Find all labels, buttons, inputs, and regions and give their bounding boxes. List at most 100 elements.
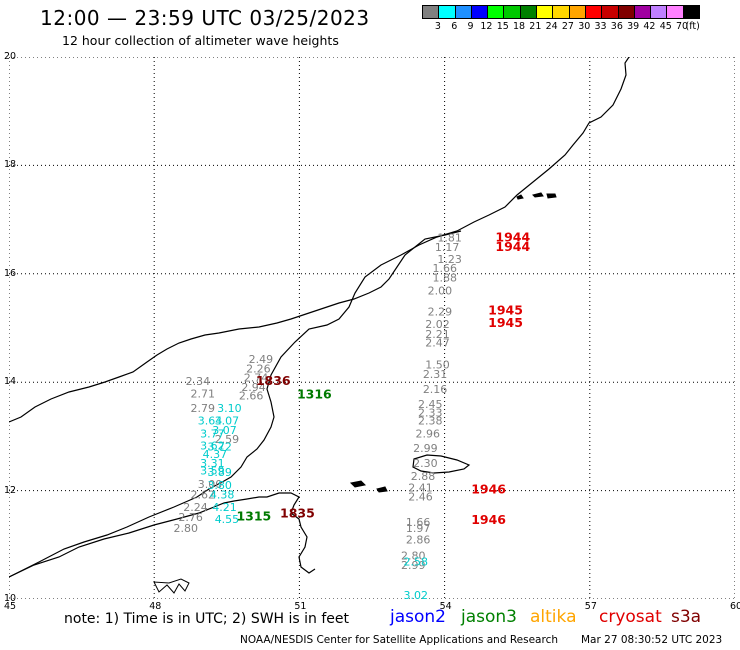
legend-swatch <box>601 5 619 19</box>
legend-label: 30 <box>578 21 591 32</box>
legend-label: 21 <box>529 21 542 32</box>
wave-height-label: 2.71 <box>191 387 216 400</box>
pass-time-label: 1836 <box>256 373 291 388</box>
wave-height-label: 1.23 <box>437 253 462 266</box>
legend-label: 24 <box>545 21 558 32</box>
y-tick-label: 16 <box>4 267 17 279</box>
legend-label: 6 <box>451 21 458 32</box>
wave-height-label: 3.31 <box>200 457 225 470</box>
wave-height-label: 2.21 <box>425 328 450 341</box>
pass-time-label: 1316 <box>297 386 332 401</box>
wave-height-label: 4.55 <box>215 513 240 526</box>
wave-height-label: 1.66 <box>433 262 458 275</box>
x-tick-label: 57 <box>584 601 597 612</box>
socotra-island <box>412 454 471 474</box>
wave-height-label: 2.41 <box>408 482 433 495</box>
x-tick-label: 60 <box>730 601 740 612</box>
pass-time-label: 1946 <box>471 512 506 527</box>
legend-label: 39 <box>627 21 640 32</box>
pass-time-label: 1315 <box>236 508 271 523</box>
wave-height-label: 2.62 <box>191 489 216 502</box>
wave-height-label: 2.96 <box>416 427 441 440</box>
y-tick-label: 18 <box>4 159 17 171</box>
footer-note: note: 1) Time is in UTC; 2) SWH is in fe… <box>64 611 350 627</box>
generation-timestamp: Mar 27 08:30:52 UTC 2023 <box>581 634 723 646</box>
wave-height-label: 1.66 <box>406 516 431 529</box>
wave-height-label: 3.02 <box>403 589 428 599</box>
wave-height-label: 2.99 <box>401 559 426 572</box>
legend-label: 36 <box>610 21 623 32</box>
satellite-jason2-label: jason2 <box>390 607 446 627</box>
pass-time-label: 1944 <box>495 229 530 244</box>
wave-height-label: 3.59 <box>200 464 225 477</box>
wave-height-label: 2.34 <box>186 375 211 388</box>
wave-height-label: 2.31 <box>423 368 448 381</box>
legend-swatch <box>682 5 701 19</box>
wave-height-label: 2.74 <box>244 372 268 385</box>
legend-label: 27 <box>561 21 574 32</box>
wave-height-label: 1.81 <box>437 231 462 244</box>
wave-height-label: 2.49 <box>249 353 274 366</box>
wave-height-label: 1.88 <box>433 271 458 284</box>
wave-height-label: 3.72 <box>207 440 232 453</box>
wave-height-label: 2.00 <box>428 284 453 297</box>
y-tick-label: 20 <box>4 51 17 62</box>
x-tick-label: 54 <box>439 601 452 612</box>
wave-height-label: 2.46 <box>408 490 433 503</box>
legend-label: 15 <box>496 21 509 32</box>
satellite-cryosat-label: cryosat <box>599 607 662 627</box>
legend-swatch <box>519 5 538 19</box>
wave-height-label: 1.50 <box>425 359 450 372</box>
map-plot: 1.811.171.231.661.882.002.292.022.212.47… <box>9 57 735 599</box>
legend-swatch <box>503 5 521 19</box>
wave-height-label: 1.17 <box>435 241 460 254</box>
wave-height-label: 2.58 <box>403 555 428 568</box>
wave-height-label: 4.37 <box>203 448 228 461</box>
legend-label: 45 <box>659 21 672 32</box>
credit-line: NOAA/NESDIS Center for Satellite Applica… <box>240 634 558 646</box>
legend-label: 12 <box>480 21 493 32</box>
legend-swatch <box>470 5 489 19</box>
wave-height-label: 2.33 <box>418 406 443 419</box>
map-title: 12:00 — 23:59 UTC 03/25/2023 <box>40 6 370 30</box>
legend-swatch <box>438 5 456 19</box>
wave-height-label: 1.97 <box>406 522 431 535</box>
x-tick-label: 51 <box>294 601 307 612</box>
coastline-horn <box>9 492 316 578</box>
wave-height-label: 2.66 <box>239 390 264 403</box>
coastline-north <box>9 57 630 578</box>
wave-height-label: 2.80 <box>174 522 199 535</box>
x-tick-label: 48 <box>149 601 162 612</box>
pass-time-label: 1946 <box>471 481 506 496</box>
wave-height-label: 3.89 <box>207 466 232 479</box>
wave-height-label: 3.10 <box>217 402 242 415</box>
wave-height-label: 4.38 <box>210 489 235 502</box>
wave-height-label: 3.62 <box>200 439 225 452</box>
wave-height-label: 2.86 <box>406 534 431 547</box>
wave-height-label: 3.64 <box>198 414 223 427</box>
wave-height-label: 2.16 <box>423 383 448 396</box>
wave-height-labels: 1.811.171.231.661.882.002.292.022.212.47… <box>174 231 462 599</box>
wave-height-label: 2.38 <box>418 414 443 427</box>
legend-swatch <box>422 5 440 19</box>
pass-time-label: 1835 <box>280 506 315 521</box>
wave-height-label: 2.59 <box>215 433 240 446</box>
pass-time-label: 1945 <box>488 315 523 330</box>
satellite-jason3-label: jason3 <box>461 607 517 627</box>
satellite-s3a-label: s3a <box>671 607 702 627</box>
coast-fragment-sw <box>153 578 190 594</box>
wave-height-label: 3.07 <box>215 414 240 427</box>
wave-height-label: 2.99 <box>413 442 438 455</box>
pass-time-label: 1944 <box>495 239 530 254</box>
legend-swatch <box>666 5 684 19</box>
color-legend <box>422 5 701 19</box>
wave-height-label: 2.45 <box>418 398 443 411</box>
y-tick-label: 14 <box>4 376 17 388</box>
wave-height-label: 2.94 <box>241 381 266 394</box>
legend-label: 33 <box>594 21 607 32</box>
wave-height-label: 2.47 <box>425 336 450 349</box>
legend-swatch <box>568 5 586 19</box>
map-grid <box>9 57 735 599</box>
